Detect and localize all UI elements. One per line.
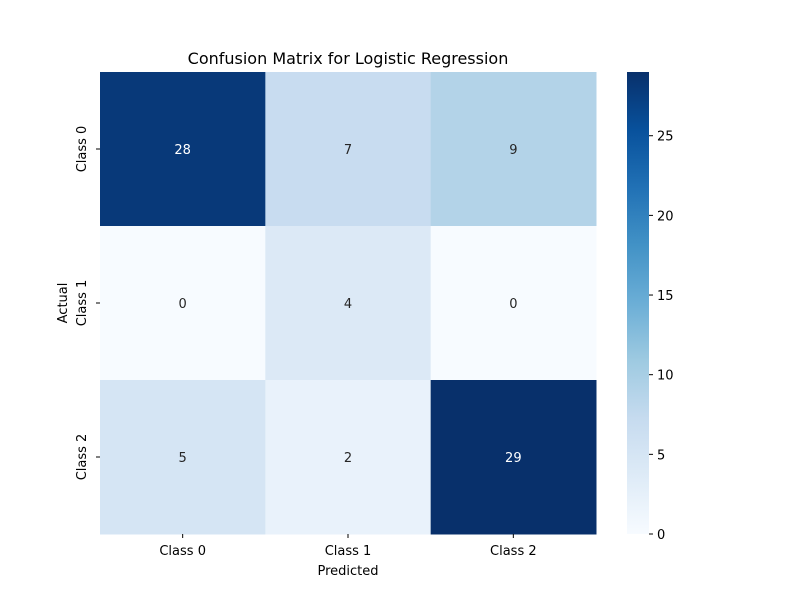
colorbar-tick-label: 15 bbox=[657, 289, 674, 304]
heatmap-cell bbox=[100, 226, 266, 381]
colorbar-scale bbox=[627, 72, 649, 534]
colorbar-ticks: 0 5 10 15 20 25 bbox=[649, 130, 674, 543]
colorbar-tick-label: 10 bbox=[657, 369, 674, 384]
x-axis-label: Predicted bbox=[317, 564, 378, 579]
heatmap-cell bbox=[265, 226, 432, 381]
y-tick-label: Class 0 bbox=[75, 126, 90, 173]
colorbar-tick-label: 20 bbox=[657, 209, 674, 224]
heatmap-cell bbox=[100, 72, 266, 227]
heatmap-cell bbox=[430, 226, 597, 381]
cell-value-label: 5 bbox=[179, 451, 187, 466]
x-tick-label: Class 1 bbox=[325, 544, 372, 559]
heatmap-cells: 28 7 9 0 4 0 5 2 29 bbox=[100, 72, 597, 535]
y-tick-label: Class 2 bbox=[75, 434, 90, 481]
cell-value-label: 7 bbox=[344, 143, 352, 158]
y-tick-label: Class 1 bbox=[75, 280, 90, 327]
heatmap-cell bbox=[430, 380, 597, 535]
heatmap-cell bbox=[430, 72, 597, 227]
colorbar-tick-label: 25 bbox=[657, 130, 674, 145]
y-axis-label: Actual bbox=[56, 283, 71, 324]
heatmap-cell bbox=[100, 380, 266, 535]
x-axis-ticks: Class 0 Class 1 Class 2 bbox=[159, 534, 537, 559]
y-axis-ticks: Class 0 Class 1 Class 2 bbox=[75, 126, 100, 481]
x-tick-label: Class 0 bbox=[159, 544, 206, 559]
cell-value-label: 2 bbox=[344, 451, 352, 466]
chart-title: Confusion Matrix for Logistic Regression bbox=[188, 49, 509, 68]
cell-value-label: 0 bbox=[509, 297, 517, 312]
colorbar-tick-label: 5 bbox=[657, 448, 665, 463]
cell-value-label: 28 bbox=[174, 143, 191, 158]
heatmap-cell bbox=[265, 72, 432, 227]
cell-value-label: 0 bbox=[179, 297, 187, 312]
cell-value-label: 9 bbox=[509, 143, 517, 158]
cell-value-label: 29 bbox=[505, 451, 522, 466]
colorbar-tick-label: 0 bbox=[657, 528, 665, 543]
heatmap-cell bbox=[265, 380, 432, 535]
cell-value-label: 4 bbox=[344, 297, 352, 312]
x-tick-label: Class 2 bbox=[490, 544, 537, 559]
colorbar bbox=[627, 72, 649, 534]
